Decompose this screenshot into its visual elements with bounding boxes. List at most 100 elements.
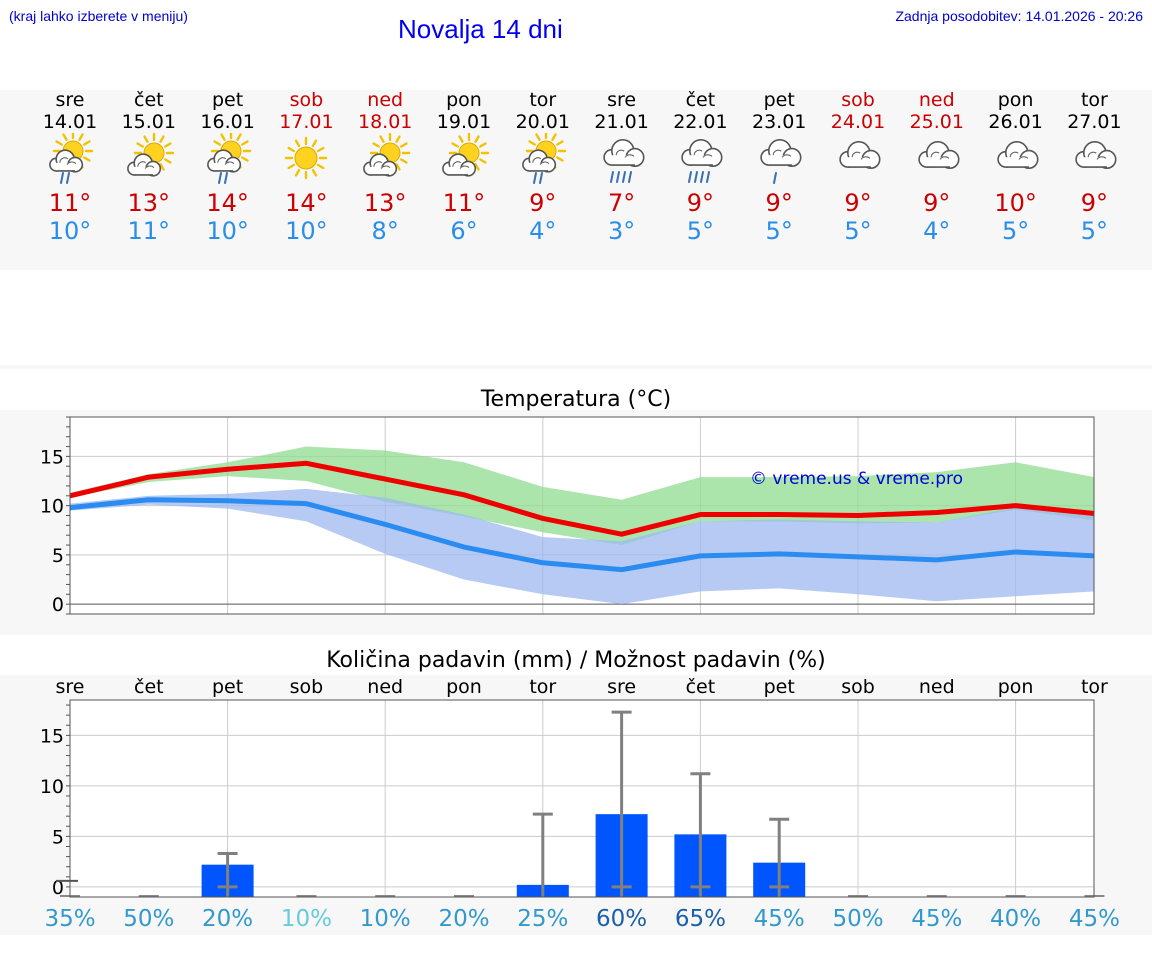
page-title: Novalja 14 dni (398, 14, 563, 44)
cloud-icon (1075, 140, 1117, 169)
precip-probability: 35% (44, 906, 95, 932)
day-column: sob 17.01 14° 10° (266, 89, 346, 245)
min-range-band (70, 488, 1095, 605)
temp-max: 14° (206, 189, 249, 217)
day-name: sob (289, 89, 324, 111)
y-tick-label: 5 (52, 826, 64, 848)
x-tick-label: čet (134, 676, 164, 698)
day-name: pon (997, 89, 1034, 111)
x-tick-label: tor (529, 676, 556, 698)
day-name: čet (134, 89, 164, 111)
y-tick-label: 15 (40, 725, 64, 747)
precip-probability: 65% (675, 906, 726, 932)
x-tick-label: sob (841, 676, 875, 698)
temp-min: 5° (1001, 217, 1030, 245)
plot-frame (69, 699, 1095, 898)
day-date: 17.01 (279, 111, 334, 133)
temp-min: 11° (127, 217, 171, 245)
precipitation-chart: sre čet pet sob ned pon tor sre čet pet sob ned pon t… (40, 676, 1120, 932)
cloud-icon (918, 140, 960, 169)
precip-probability: 60% (596, 906, 647, 932)
cloud-icon (839, 140, 881, 169)
day-date: 16.01 (200, 111, 255, 133)
plot-area (70, 700, 1094, 897)
precip-probability: 45% (1069, 906, 1120, 932)
temp-min: 5° (1080, 217, 1109, 245)
plot-frame (69, 416, 1095, 615)
day-name: čet (685, 89, 716, 111)
temp-min: 10° (206, 217, 249, 245)
day-column: sob 24.01 9° 5° (818, 89, 898, 245)
day-name: sre (607, 89, 637, 111)
temp-min: 4° (529, 217, 557, 245)
max-temp-line (69, 460, 1095, 537)
precip-probability: 25% (517, 906, 568, 932)
day-column: tor 27.01 9° 5° (1054, 89, 1134, 245)
day-column: tor 20.01 9° 4° (503, 89, 583, 245)
x-tick-label: pon (998, 676, 1034, 698)
day-date: 24.01 (830, 111, 886, 133)
precip-probability: 45% (754, 906, 805, 932)
sun-cloud-icon (442, 133, 490, 177)
cloud-heavy-rain-icon (602, 138, 645, 183)
precip-chart-title: Količina padavin (mm) / Možnost padavin … (326, 648, 826, 673)
y-tick-label: 5 (52, 545, 64, 567)
day-column: sre 14.01 11° 10° (30, 89, 110, 245)
temp-max: 11° (442, 189, 486, 217)
temp-min: 5° (765, 217, 793, 245)
day-date: 25.01 (909, 111, 964, 133)
cloud-rain-icon (760, 138, 802, 184)
temperature-chart: 0 5 10 15 © vreme.us & vreme.pro (40, 416, 1095, 616)
x-tick-label: pon (446, 676, 482, 698)
day-column: ned 25.01 9° 4° (897, 89, 977, 245)
temp-min: 10° (48, 217, 92, 245)
temp-min: 8° (371, 217, 399, 245)
temp-max: 10° (994, 189, 1037, 217)
x-tick-label: sre (56, 676, 85, 698)
day-column: čet 15.01 13° 11° (109, 89, 189, 245)
day-date: 15.01 (121, 111, 176, 133)
sun-cloud-icon (363, 133, 411, 177)
temp-max: 14° (285, 189, 328, 217)
day-name: ned (367, 89, 404, 111)
x-tick-label: pet (212, 676, 243, 698)
last-updated: Zadnja posodobitev: 14.01.2026 - 20:26 (895, 8, 1143, 24)
precip-probability: 20% (438, 906, 489, 932)
temp-chart-title: Temperatura (°C) (480, 387, 672, 412)
temp-min: 10° (285, 217, 328, 245)
sun-cloud-rain-icon (49, 133, 94, 184)
precip-probability: 20% (202, 906, 253, 932)
x-tick-label: pet (764, 676, 795, 698)
temp-max: 13° (127, 189, 171, 217)
temp-min: 4° (923, 217, 951, 245)
day-date: 27.01 (1067, 111, 1122, 133)
precip-probability: 50% (832, 906, 883, 932)
day-column: pet 16.01 14° 10° (188, 89, 268, 245)
day-column: čet 22.01 9° 5° (660, 89, 740, 245)
day-date: 18.01 (357, 111, 413, 133)
temp-max: 7° (607, 189, 636, 217)
y-tick-label: 15 (40, 446, 64, 468)
temp-max: 9° (923, 189, 951, 217)
temp-max: 13° (363, 189, 407, 217)
precip-probability: 50% (123, 906, 174, 932)
day-name: pon (446, 89, 482, 111)
temp-max: 11° (48, 189, 92, 217)
temp-min: 3° (607, 217, 636, 245)
x-tick-label: sob (290, 676, 324, 698)
min-temp-line (69, 497, 1095, 573)
temp-min: 5° (844, 217, 872, 245)
temp-min: 5° (686, 217, 715, 245)
location-hint[interactable]: (kraj lahko izberete v meniju) (9, 8, 188, 24)
temp-max: 9° (529, 189, 557, 217)
watermark: © vreme.us & vreme.pro (750, 469, 963, 489)
day-date: 22.01 (673, 111, 728, 133)
y-tick-label: 10 (40, 776, 64, 798)
sun-icon (285, 136, 328, 180)
precip-probability: 10% (360, 906, 411, 932)
temp-min: 6° (450, 217, 478, 245)
separator (0, 365, 1152, 369)
y-tick-label: 0 (52, 877, 64, 899)
day-column: pon 19.01 11° 6° (424, 89, 504, 245)
forecast-strip (0, 90, 1152, 270)
